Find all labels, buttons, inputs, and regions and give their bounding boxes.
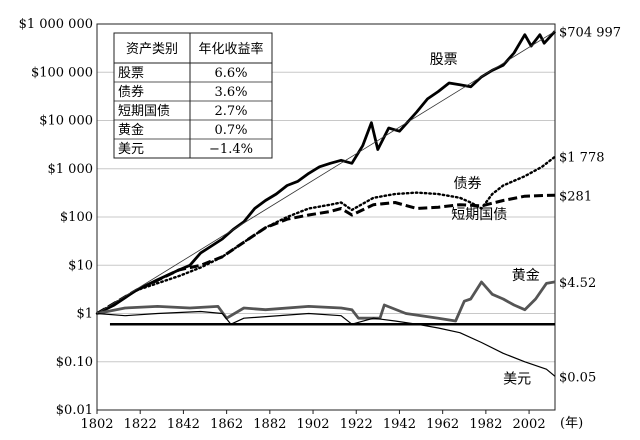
series-end-label: $4.52 (559, 276, 596, 291)
series-end-label: $1 778 (559, 151, 605, 166)
series-end-label: $281 (559, 189, 592, 204)
y-tick-label: $1 (76, 307, 93, 322)
legend-return-cell: 6.6% (214, 66, 247, 81)
x-tick-label: 1882 (253, 417, 286, 432)
x-tick-label: 1822 (124, 417, 157, 432)
y-tick-label: $1 000 (48, 162, 94, 177)
series-inline-label: 债券 (453, 176, 481, 192)
legend-asset-cell: 美元 (118, 142, 144, 157)
legend-asset-cell: 短期国债 (118, 104, 170, 119)
x-axis: 1802 1822 1842 1862 1882 1902 1922 1942 1962 1982… (80, 410, 546, 432)
series-inline-label: 黄金 (512, 267, 540, 284)
legend-return-cell: −1.4% (209, 142, 253, 157)
y-tick-label: $10 (68, 258, 93, 273)
end-value-labels: $704 997 $1 778 $281 $4.52 $0.05 (559, 25, 621, 385)
x-tick-label: 1902 (296, 417, 329, 432)
series-end-label: $0.05 (559, 370, 596, 385)
legend-return-cell: 0.7% (214, 123, 247, 138)
y-tick-label: $100 (60, 210, 93, 225)
x-tick-label: 1802 (80, 417, 113, 432)
x-tick-label: 1962 (426, 417, 459, 432)
stocks-trend-line (96, 30, 556, 314)
y-tick-label: $10 000 (39, 114, 93, 129)
series-line-2 (95, 155, 557, 315)
legend-header-cell: 资产类别 (126, 42, 178, 57)
x-tick-label: 2002 (513, 417, 546, 432)
legend-return-cell: 2.7% (214, 104, 247, 119)
x-tick-label: 1922 (340, 417, 373, 432)
x-tick-label: 1942 (383, 417, 416, 432)
legend-asset-cell: 黄金 (118, 122, 144, 138)
y-axis: $1 000 000 $100 000 $10 000 $1 000 $100 $10 $1… (19, 17, 93, 418)
legend-header-cell: 年化收益率 (198, 41, 263, 57)
x-axis-label: (年) (560, 416, 583, 431)
y-tick-label: $1 000 000 (19, 17, 93, 32)
x-tick-label: 1842 (167, 417, 200, 432)
series-end-label: $704 997 (559, 25, 621, 40)
y-tick-label: $0.01 (56, 403, 93, 418)
series-lines (95, 30, 557, 377)
series-line-5 (96, 310, 556, 377)
series-inline-label: 股票 (430, 52, 458, 68)
x-tick-label: 1982 (469, 417, 502, 432)
series-inline-label: 短期国债 (451, 207, 507, 223)
legend-return-cell: 3.6% (214, 85, 247, 100)
series-line-4 (96, 280, 556, 323)
y-tick-label: $0.10 (56, 355, 93, 370)
legend-asset-cell: 债券 (118, 84, 144, 100)
y-tick-label: $100 000 (31, 65, 93, 80)
legend-table-frame (113, 32, 273, 159)
legend-asset-cell: 股票 (118, 66, 144, 81)
plot-frame (96, 23, 556, 411)
x-tick-label: 1862 (210, 417, 243, 432)
series-line-1 (96, 30, 557, 315)
series-line-3 (96, 193, 556, 315)
series-inline-label: 美元 (503, 372, 531, 388)
